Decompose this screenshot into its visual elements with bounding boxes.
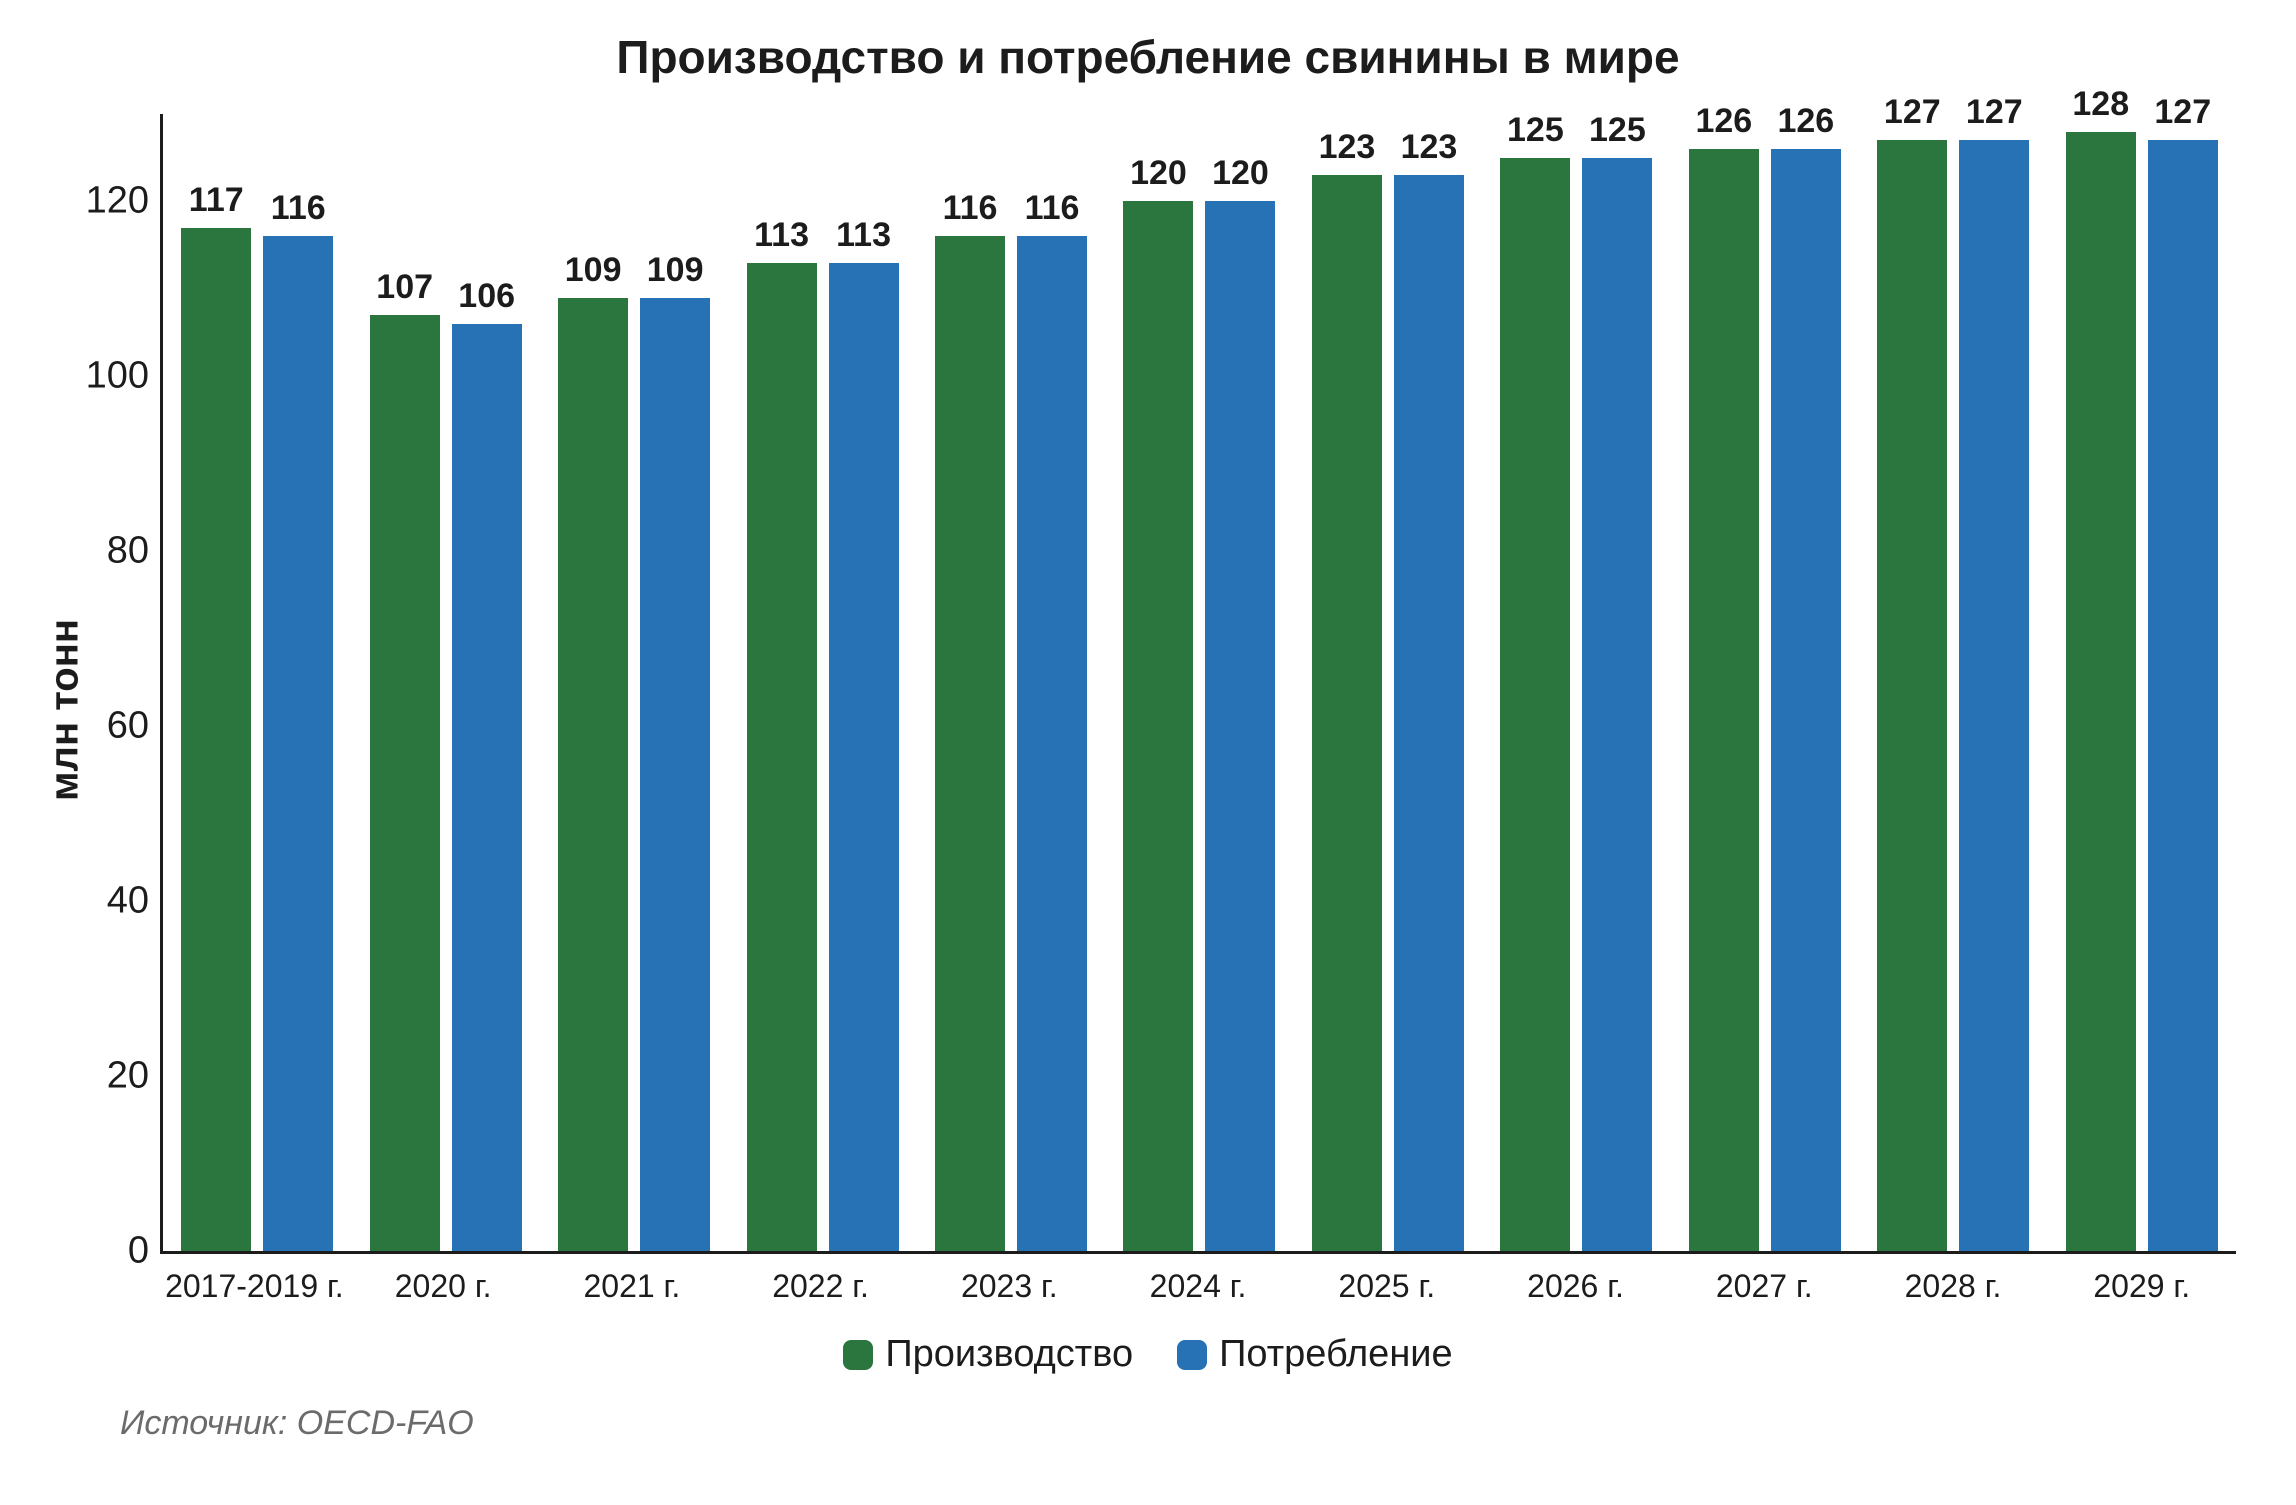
bar-group: 116116	[917, 114, 1105, 1251]
bar-value-label: 120	[1212, 154, 1269, 193]
legend-item: Производство	[843, 1333, 1133, 1376]
y-axis-label: млн тонн	[43, 618, 88, 800]
bar: 116	[935, 236, 1005, 1251]
bar-value-label: 120	[1130, 154, 1187, 193]
x-tick-label: 2022 г.	[726, 1268, 915, 1305]
bar: 117	[181, 228, 251, 1251]
bar: 123	[1312, 175, 1382, 1251]
bar: 126	[1771, 149, 1841, 1251]
bar-value-label: 126	[1695, 102, 1752, 141]
bar-value-label: 109	[565, 251, 622, 290]
bar-value-label: 125	[1589, 111, 1646, 150]
bar: 127	[1959, 140, 2029, 1251]
y-tick-label: 120	[86, 180, 163, 223]
bar-group: 113113	[728, 114, 916, 1251]
x-tick-label: 2023 г.	[915, 1268, 1104, 1305]
x-tick-label: 2025 г.	[1292, 1268, 1481, 1305]
bar: 107	[370, 315, 440, 1251]
bar: 109	[640, 298, 710, 1251]
legend: Производство Потребление	[40, 1333, 2256, 1376]
bar: 120	[1205, 201, 1275, 1251]
bar-value-label: 106	[458, 277, 515, 316]
bar: 116	[263, 236, 333, 1251]
x-tick-labels: 2017-2019 г.2020 г.2021 г.2022 г.2023 г.…	[160, 1268, 2236, 1305]
x-tick-label: 2029 г.	[2047, 1268, 2236, 1305]
bar-value-label: 127	[1884, 93, 1941, 132]
bar-value-label: 126	[1777, 102, 1834, 141]
bar-value-label: 113	[754, 216, 809, 255]
y-tick-label: 20	[107, 1055, 163, 1098]
y-tick-label: 60	[107, 705, 163, 748]
chart-page: Производство и потребление свинины в мир…	[0, 0, 2296, 1505]
bar-group: 109109	[540, 114, 728, 1251]
bar-value-label: 116	[943, 189, 998, 228]
bar: 127	[2148, 140, 2218, 1251]
bar-value-label: 117	[189, 181, 244, 220]
bar: 128	[2066, 132, 2136, 1252]
source-label: Источник: OECD-FAO	[120, 1404, 2256, 1443]
legend-item: Потребление	[1177, 1333, 1453, 1376]
bar: 126	[1689, 149, 1759, 1251]
y-tick-label: 80	[107, 530, 163, 573]
bar-group: 126126	[1671, 114, 1859, 1251]
bar-group: 128127	[2048, 114, 2236, 1251]
bar-value-label: 127	[2154, 93, 2211, 132]
bar-group: 120120	[1105, 114, 1293, 1251]
legend-label: Производство	[885, 1333, 1133, 1376]
x-tick-label: 2026 г.	[1481, 1268, 1670, 1305]
bar: 123	[1394, 175, 1464, 1251]
plot-region: 1171161071061091091131131161161201201231…	[160, 114, 2236, 1254]
legend-swatch	[843, 1340, 873, 1370]
bar: 109	[558, 298, 628, 1251]
bar-value-label: 107	[376, 268, 433, 307]
y-tick-label: 0	[128, 1230, 163, 1273]
bar-value-label: 123	[1401, 128, 1458, 167]
x-tick-label: 2027 г.	[1670, 1268, 1859, 1305]
x-tick-label: 2020 г.	[349, 1268, 538, 1305]
bar: 120	[1123, 201, 1193, 1251]
y-tick-label: 100	[86, 355, 163, 398]
bar-group: 117116	[163, 114, 351, 1251]
bar-group: 107106	[351, 114, 539, 1251]
x-tick-label: 2024 г.	[1104, 1268, 1293, 1305]
bar: 116	[1017, 236, 1087, 1251]
bar: 113	[829, 263, 899, 1251]
bar-group: 127127	[1859, 114, 2047, 1251]
bar-value-label: 127	[1966, 93, 2023, 132]
bar-value-label: 123	[1319, 128, 1376, 167]
legend-swatch	[1177, 1340, 1207, 1370]
bar: 125	[1582, 158, 1652, 1251]
bar: 127	[1877, 140, 1947, 1251]
bar: 106	[452, 324, 522, 1251]
bar-value-label: 113	[836, 216, 891, 255]
bar-group: 123123	[1294, 114, 1482, 1251]
x-tick-label: 2017-2019 г.	[160, 1268, 349, 1305]
bar-value-label: 128	[2072, 85, 2129, 124]
y-tick-label: 40	[107, 880, 163, 923]
bar-value-label: 116	[271, 189, 326, 228]
legend-label: Потребление	[1219, 1333, 1453, 1376]
bar: 113	[747, 263, 817, 1251]
bar-group: 125125	[1482, 114, 1670, 1251]
bar-value-label: 109	[647, 251, 704, 290]
x-tick-label: 2021 г.	[537, 1268, 726, 1305]
chart-area: млн тонн 1171161071061091091131131161161…	[160, 114, 2236, 1305]
bar-value-label: 116	[1025, 189, 1080, 228]
bar: 125	[1500, 158, 1570, 1251]
bar-value-label: 125	[1507, 111, 1564, 150]
chart-title: Производство и потребление свинины в мир…	[40, 30, 2256, 84]
bars-row: 1171161071061091091131131161161201201231…	[163, 114, 2236, 1251]
x-tick-label: 2028 г.	[1859, 1268, 2048, 1305]
